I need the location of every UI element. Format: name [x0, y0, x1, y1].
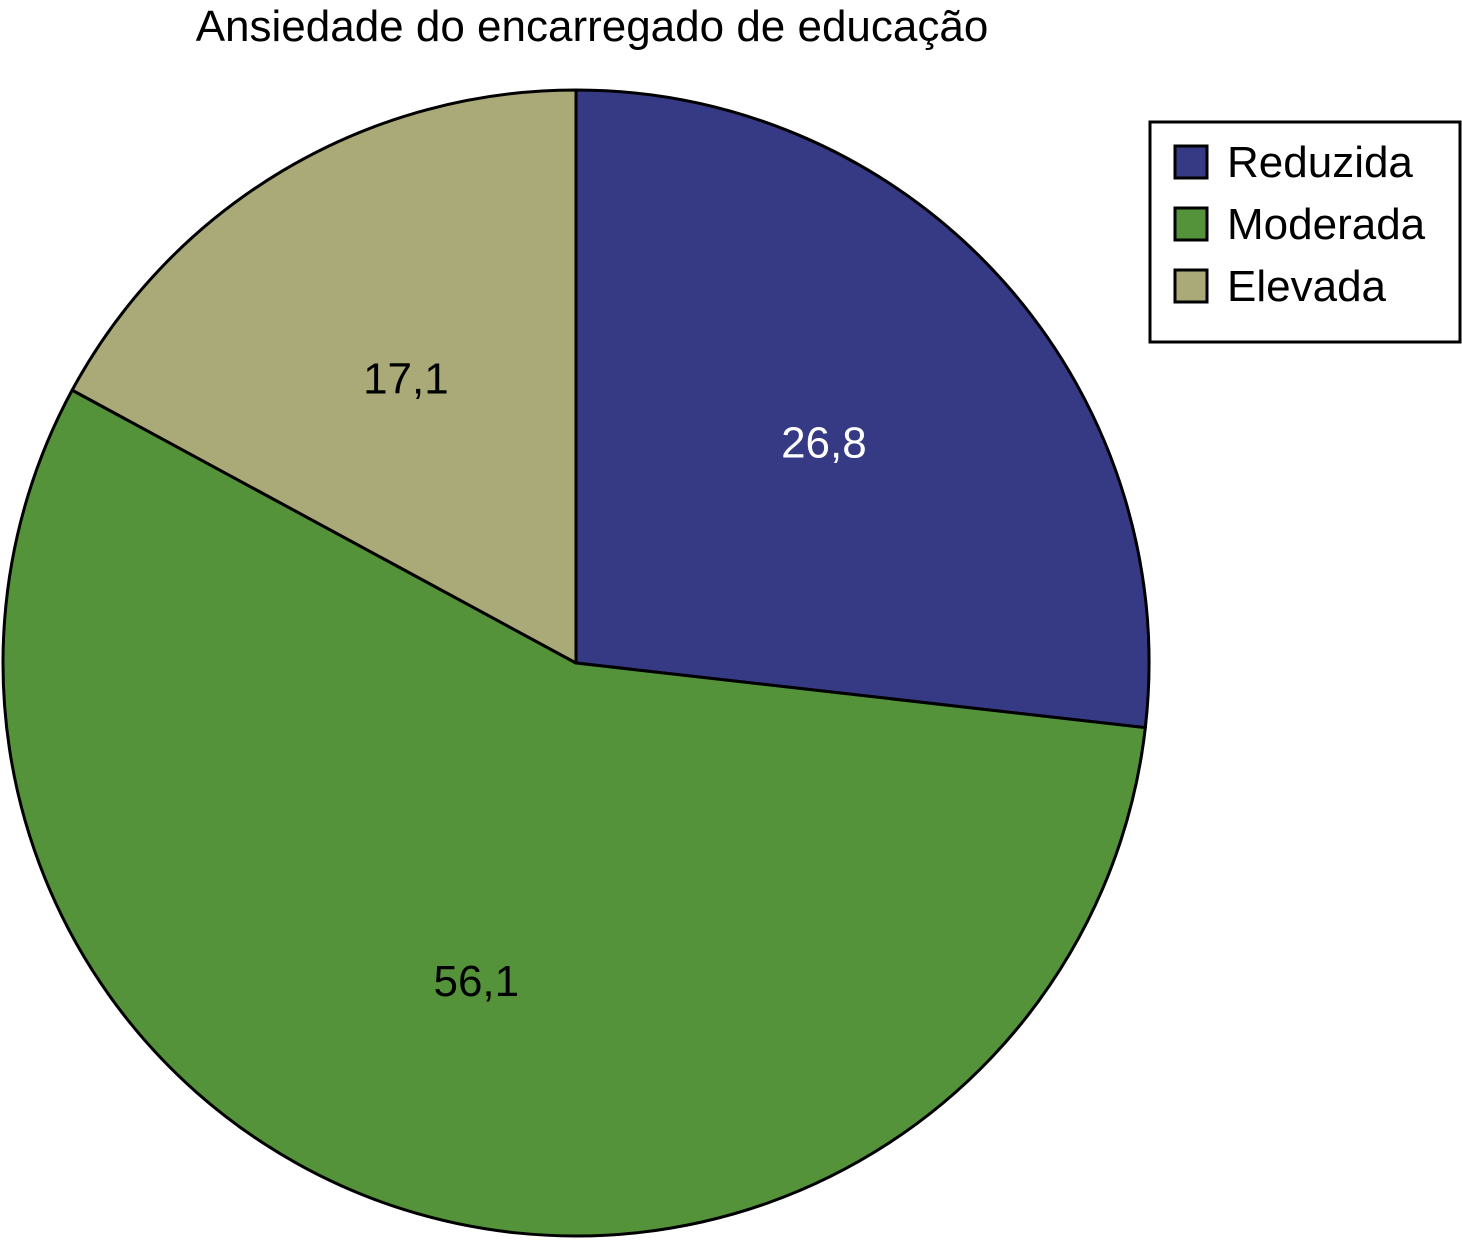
legend-label-elevada: Elevada [1227, 262, 1387, 311]
slice-label-moderada: 56,1 [433, 957, 519, 1006]
pie-slices [1, 88, 1151, 1238]
pie-slice-elevada [70, 88, 578, 665]
pie-slice-reduzida [574, 88, 1151, 730]
legend-swatch-elevada [1173, 268, 1209, 304]
legend-swatch-moderada [1173, 206, 1209, 242]
legend-swatch-reduzida [1173, 144, 1209, 180]
slice-label-elevada: 17,1 [363, 355, 449, 404]
slice-label-reduzida: 26,8 [781, 419, 867, 468]
legend: Reduzida Moderada Elevada [1148, 120, 1462, 344]
chart-title: Ansiedade do encarregado de educação [196, 2, 989, 51]
legend-label-moderada: Moderada [1227, 200, 1426, 249]
pie-slice-labels: 26,8 56,1 17,1 [363, 355, 867, 1007]
legend-label-reduzida: Reduzida [1227, 138, 1413, 187]
pie-slice-moderada [1, 388, 1147, 1238]
